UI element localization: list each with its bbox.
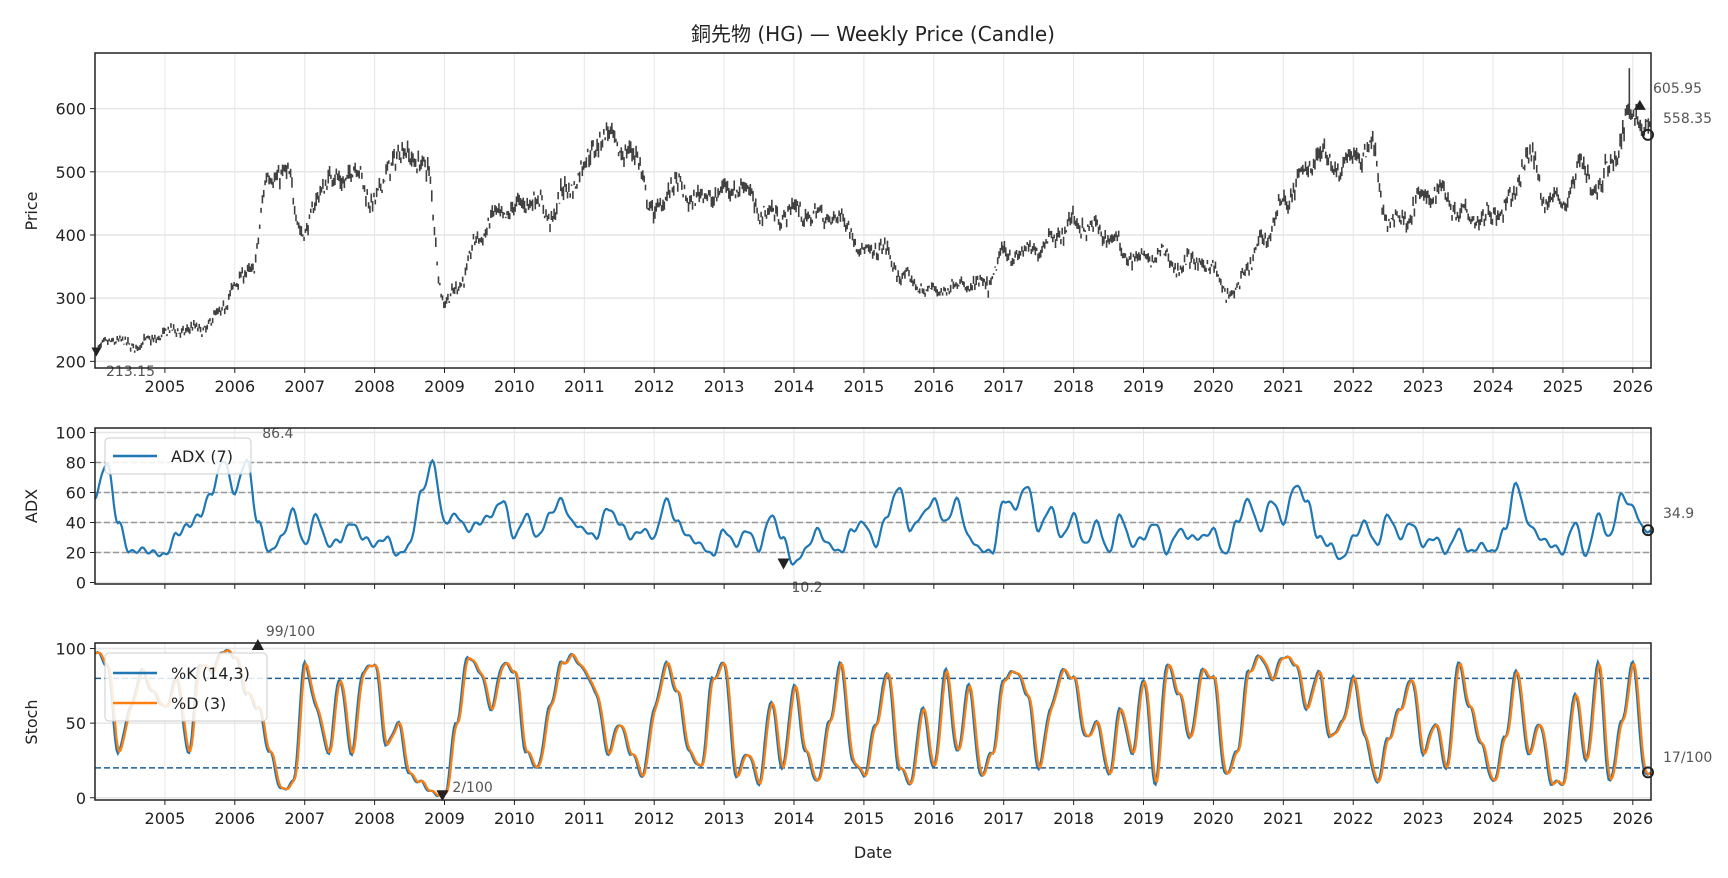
x-tick-label: 2020 <box>1193 809 1234 828</box>
y-tick-label: 0 <box>76 789 86 808</box>
min-price-label: 213.15 <box>106 364 155 380</box>
max-marker-icon <box>251 639 264 651</box>
y-tick-label: 500 <box>55 163 86 182</box>
x-tick-label: 2008 <box>354 377 395 396</box>
last-marker-icon <box>1642 524 1654 537</box>
x-tick-label: 2007 <box>284 809 325 828</box>
y-tick-label: 100 <box>55 424 86 443</box>
x-tick-label: 2012 <box>634 377 675 396</box>
x-tick-label: 2011 <box>564 377 605 396</box>
y-tick-label: 80 <box>66 454 86 473</box>
axes-frame <box>94 427 1652 585</box>
stoch-d-line <box>94 649 1651 797</box>
y-tick-label: 0 <box>76 574 86 593</box>
adx-panel: 0 20 40 60 80 100 10.2 86.4 34.9 ADX (7) <box>55 424 1694 597</box>
chart-title: 銅先物 (HG) — Weekly Price (Candle) <box>691 22 1055 46</box>
x-tick-label: 2024 <box>1473 809 1514 828</box>
x-tick-label: 2022 <box>1333 377 1374 396</box>
legend: ADX (7) <box>104 437 252 475</box>
y-tick-label: 300 <box>55 289 86 308</box>
x-tick-label: 2015 <box>844 377 885 396</box>
x-tick-label: 2018 <box>1053 809 1094 828</box>
x-tick-label: 2014 <box>774 377 815 396</box>
y-tick-label: 60 <box>66 484 86 503</box>
x-tick-label: 2005 <box>145 377 186 396</box>
stoch-max-label: 99/100 <box>266 624 315 640</box>
x-tick-label: 2016 <box>913 377 954 396</box>
x-tick-label: 2019 <box>1123 809 1164 828</box>
x-tick-label: 2017 <box>983 809 1024 828</box>
y-tick-label: 600 <box>55 100 86 119</box>
y-axis-label-stoch: Stoch <box>22 699 41 744</box>
x-tick-label: 2006 <box>214 809 255 828</box>
legend-label-adx: ADX (7) <box>171 447 233 466</box>
y-tick-label: 50 <box>66 714 86 733</box>
last-marker-icon <box>1642 766 1654 779</box>
adx-min-label: 10.2 <box>792 580 823 596</box>
x-tick-label: 2025 <box>1543 809 1584 828</box>
x-tick-label: 2015 <box>844 809 885 828</box>
adx-line <box>94 458 1652 566</box>
x-tick-label: 2022 <box>1333 809 1374 828</box>
x-tick-label: 2024 <box>1473 377 1514 396</box>
x-tick-label: 2008 <box>354 809 395 828</box>
y-tick-label: 100 <box>55 640 86 659</box>
max-price-label: 605.95 <box>1653 81 1702 97</box>
x-tick-label: 2026 <box>1612 377 1653 396</box>
last-marker-icon <box>1642 128 1654 141</box>
x-tick-label: 2007 <box>284 377 325 396</box>
x-tick-label: 2009 <box>424 809 465 828</box>
x-tick-label: 2013 <box>704 809 745 828</box>
x-tick-label: 2023 <box>1403 377 1444 396</box>
adx-max-label: 86.4 <box>262 426 293 442</box>
x-tick-label: 2005 <box>145 809 186 828</box>
stoch-panel: 2005 2006 2007 2008 2009 2010 2011 2012 2013 2014… <box>55 624 1712 828</box>
x-tick-label: 2013 <box>704 377 745 396</box>
legend-label-k: %K (14,3) <box>171 664 250 683</box>
x-tick-label: 2012 <box>634 809 675 828</box>
x-axis-label: Date <box>854 843 892 862</box>
y-axis-label-adx: ADX <box>22 489 41 523</box>
last-price-label: 558.35 <box>1663 111 1712 127</box>
x-tick-label: 2026 <box>1612 809 1653 828</box>
adx-last-label: 34.9 <box>1663 506 1694 522</box>
y-axis-label-price: Price <box>22 191 41 230</box>
x-tick-label: 2010 <box>494 377 535 396</box>
x-tick-label: 2016 <box>913 809 954 828</box>
stoch-min-label: 2/100 <box>452 780 492 796</box>
x-tick-label: 2025 <box>1543 377 1584 396</box>
x-tick-label: 2009 <box>424 377 465 396</box>
x-tick-label: 2021 <box>1263 377 1304 396</box>
x-tick-label: 2019 <box>1123 377 1164 396</box>
y-tick-label: 200 <box>55 352 86 371</box>
x-tick-label: 2023 <box>1403 809 1444 828</box>
axes-frame <box>94 52 1652 369</box>
min-marker-icon <box>91 347 102 357</box>
x-tick-label: 2021 <box>1263 809 1304 828</box>
y-tick-label: 40 <box>66 514 86 533</box>
x-tick-label: 2017 <box>983 377 1024 396</box>
x-tick-label: 2018 <box>1053 377 1094 396</box>
legend-box <box>104 437 252 475</box>
axes-frame <box>94 642 1652 801</box>
legend-label-d: %D (3) <box>171 694 226 713</box>
x-tick-label: 2014 <box>774 809 815 828</box>
x-tick-label: 2020 <box>1193 377 1234 396</box>
y-tick-label: 400 <box>55 226 86 245</box>
legend: %K (14,3) %D (3) <box>104 652 268 722</box>
price-panel: 2005 2006 2007 2008 2009 2010 2011 2012 2013 2014… <box>55 52 1712 396</box>
max-marker-icon <box>1633 99 1646 110</box>
stoch-last-label: 17/100 <box>1663 750 1712 766</box>
x-tick-label: 2006 <box>214 377 255 396</box>
x-tick-label: 2010 <box>494 809 535 828</box>
x-tick-label: 2011 <box>564 809 605 828</box>
min-marker-icon <box>777 558 790 570</box>
y-tick-label: 20 <box>66 544 86 563</box>
min-marker-icon <box>436 790 449 802</box>
